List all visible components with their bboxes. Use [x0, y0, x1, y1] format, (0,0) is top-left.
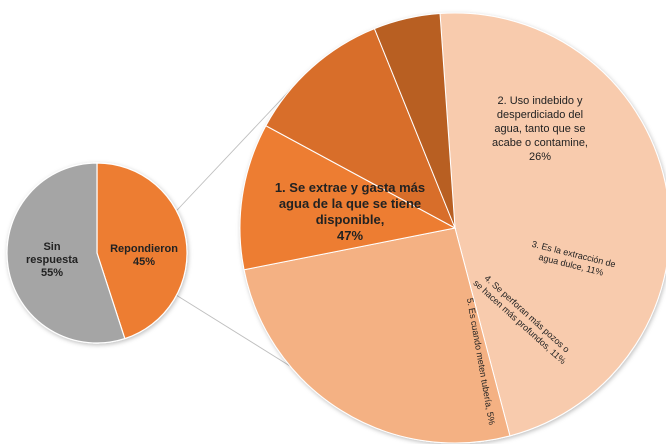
small-pie-slice-repondieron: [96, 162, 188, 340]
big-pie-label-2: 2. Uso indebido y desperdiciado del agua, …: [492, 95, 588, 163]
big-pie-slice-3: [239, 125, 457, 271]
big-pie-slice-1: [439, 12, 666, 437]
connector-line-1: [176, 89, 291, 212]
small-pie-label-sin-respuesta: Sin respuesta 55%: [26, 241, 79, 279]
connector-line-2: [176, 294, 291, 367]
big-pie-slice-5: [373, 12, 456, 229]
big-pie-label-1: 1. Se extrae y gasta más agua de la que s…: [275, 180, 425, 243]
big-pie-slice-2: [243, 227, 511, 444]
small-pie-label-repondieron: Repondieron 45%: [110, 243, 178, 268]
small-pie-slice-sin-respuesta: [6, 162, 126, 344]
big-pie-slice-4: [265, 28, 456, 230]
